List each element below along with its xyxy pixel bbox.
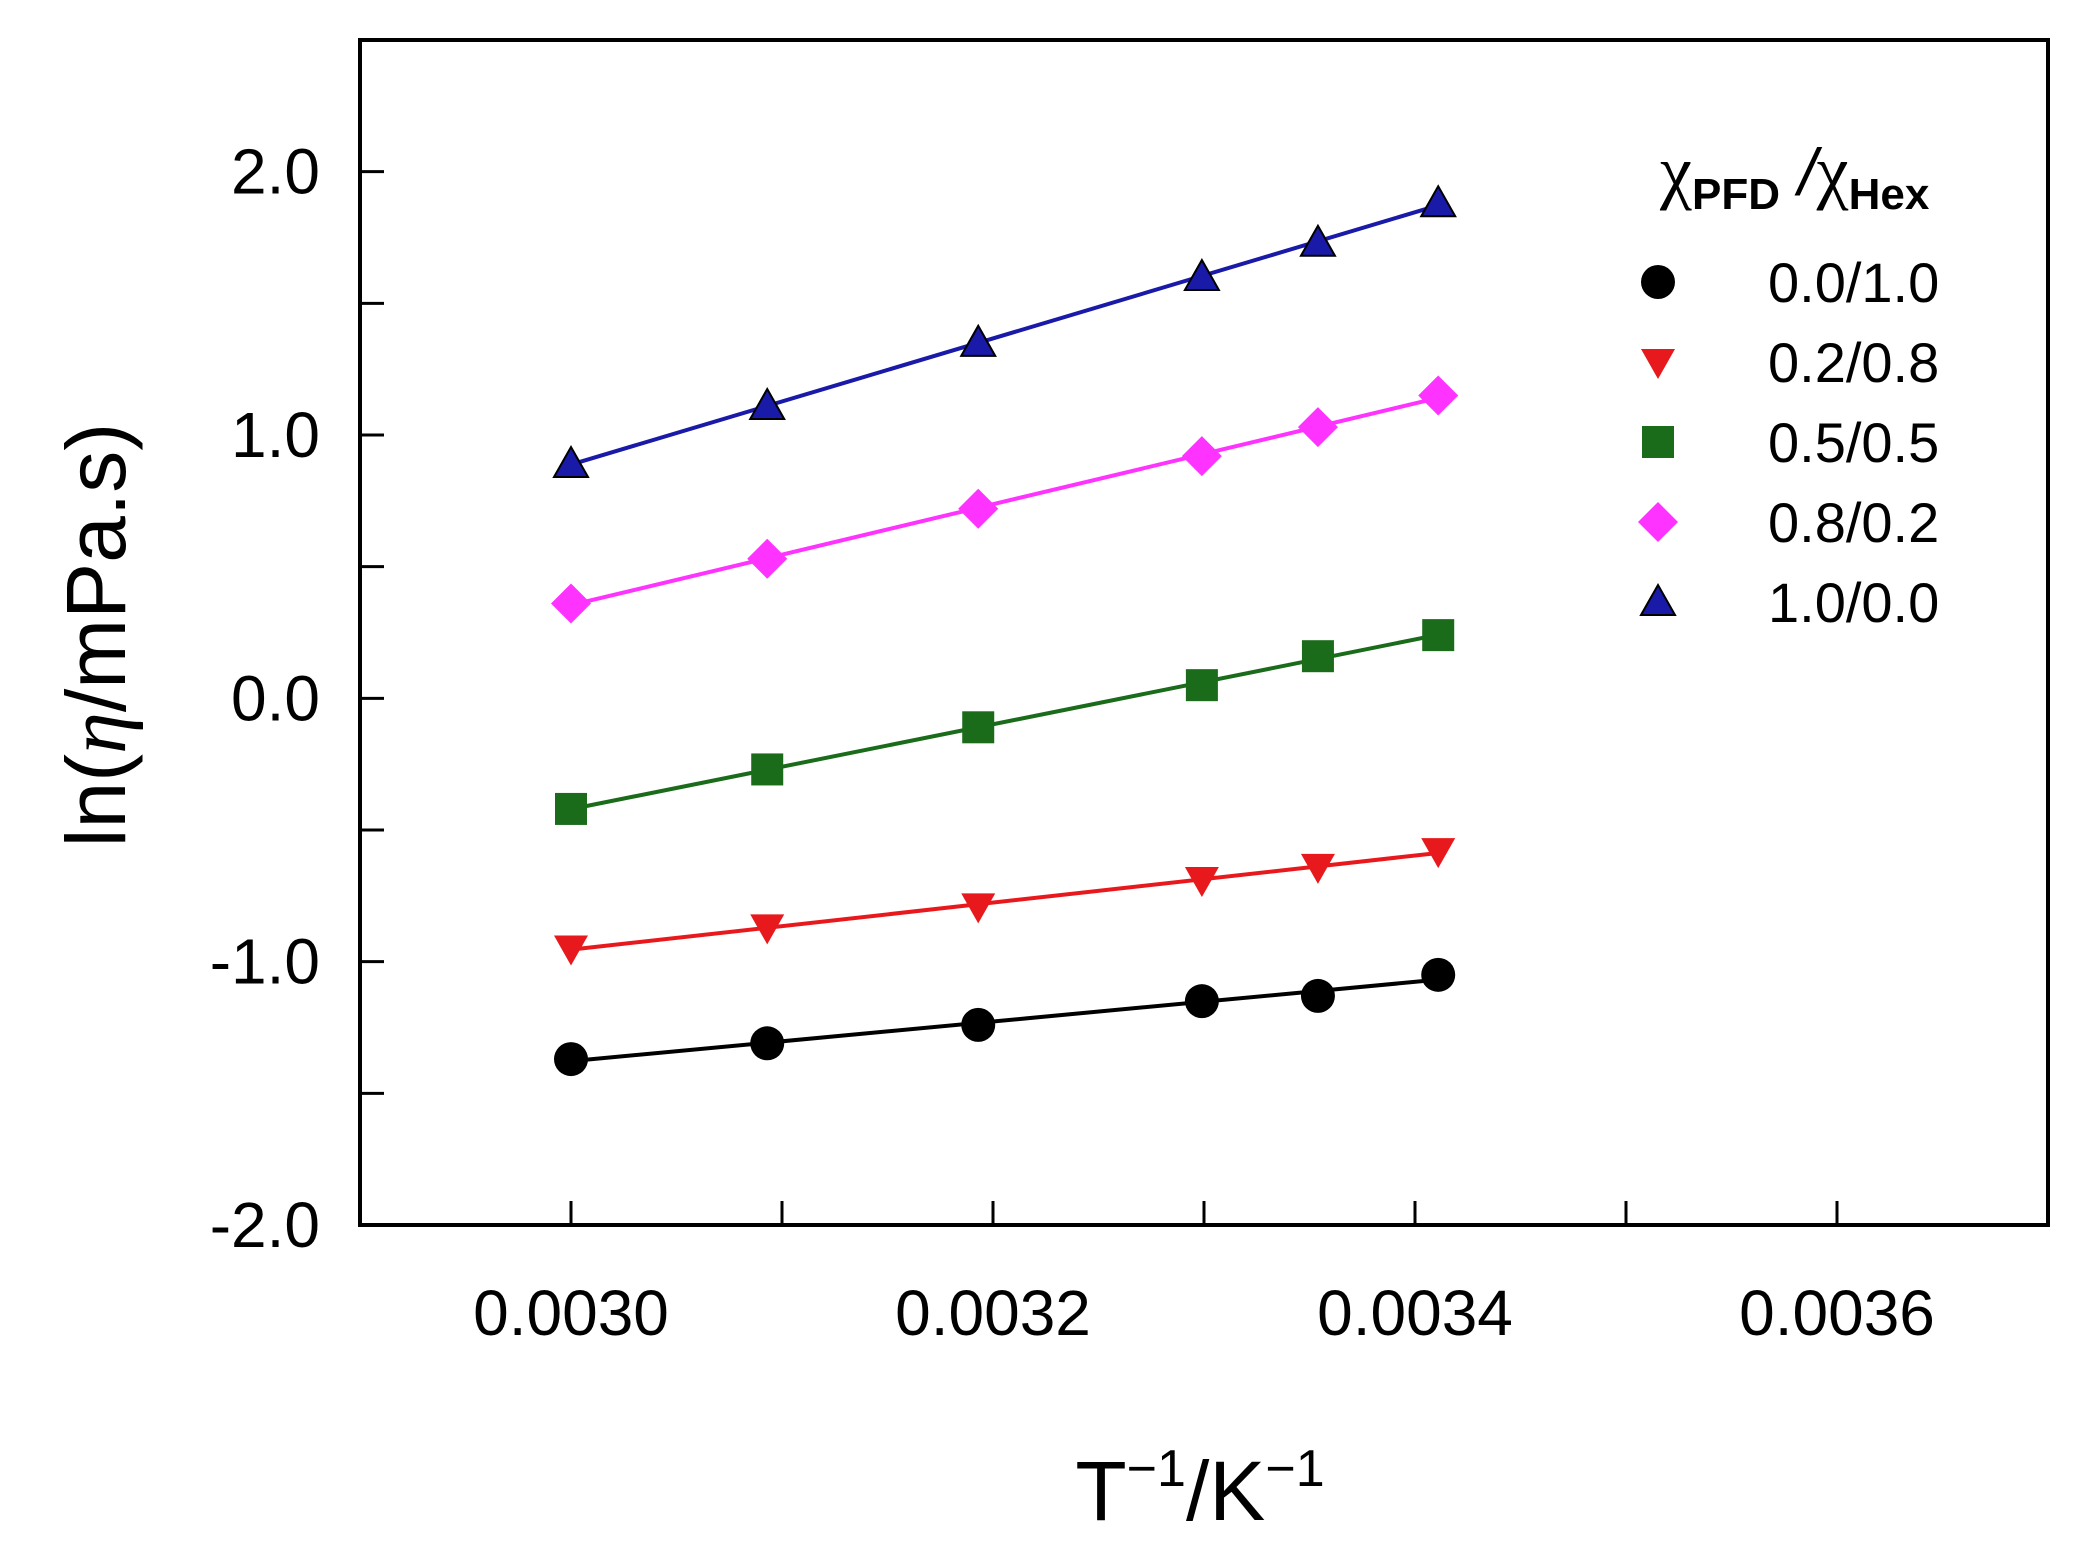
legend-marker-0.5-0.5 — [1642, 426, 1674, 458]
data-point-0.0-1.0 — [961, 1007, 996, 1042]
fit-line-0.0-1.0 — [570, 977, 1439, 1064]
data-point-1.0-0.0 — [959, 323, 997, 357]
y-axis-title-symbol: η — [51, 712, 144, 754]
data-point-1.0-0.0 — [1299, 223, 1337, 257]
y-tick-label: 0.0 — [231, 662, 320, 734]
fit-line-0.5-0.5 — [570, 632, 1439, 812]
data-point-0.8-0.2 — [1297, 407, 1338, 448]
fit-line-1.0-0.0 — [570, 203, 1439, 467]
legend-title: χPFD /χHex — [1659, 131, 1930, 219]
legend-title-sub-pfd: PFD — [1692, 170, 1780, 219]
legend-marker-0.2-0.8 — [1641, 349, 1675, 379]
data-point-0.8-0.2 — [1181, 436, 1222, 477]
y-tick-label: 1.0 — [231, 399, 320, 471]
fit-line-0.2-0.8 — [570, 850, 1439, 952]
data-point-0.5-0.5 — [555, 792, 587, 825]
y-axis-title-suffix: /mPa.s) — [49, 423, 143, 712]
x-tick-label: 0.0034 — [1317, 1277, 1513, 1349]
legend-marker-0.8-0.2 — [1638, 502, 1678, 542]
legend-label: 1.0/0.0 — [1768, 571, 1939, 634]
legend-title-sub-hex: Hex — [1849, 170, 1930, 219]
y-tick-label: 2.0 — [231, 136, 320, 208]
fit-lines — [570, 203, 1439, 1064]
data-point-1.0-0.0 — [748, 387, 786, 421]
data-point-0.5-0.5 — [1301, 640, 1334, 673]
legend-label: 0.8/0.2 — [1768, 491, 1939, 554]
x-axis-title-base: T — [1075, 1444, 1126, 1538]
data-point-0.0-1.0 — [1184, 984, 1219, 1019]
data-point-0.0-1.0 — [554, 1042, 588, 1077]
x-axis-title-unit: /K — [1186, 1444, 1265, 1538]
x-tick-label: 0.0030 — [473, 1277, 669, 1349]
legend-label: 0.0/1.0 — [1768, 251, 1939, 314]
data-point-0.2-0.8 — [554, 935, 588, 966]
data-point-0.5-0.5 — [962, 711, 995, 744]
legend-title-chi-pfd: χ — [1659, 131, 1692, 211]
legend-marker-0.0-1.0 — [1641, 265, 1675, 299]
data-point-0.2-0.8 — [1184, 867, 1219, 898]
data-point-0.2-0.8 — [1421, 838, 1456, 869]
x-axis-title-unit-exponent: −1 — [1265, 1440, 1324, 1498]
legend-label: 0.5/0.5 — [1768, 411, 1939, 474]
y-tick-label: -1.0 — [210, 926, 320, 998]
data-point-1.0-0.0 — [552, 444, 590, 478]
data-point-0.8-0.2 — [551, 583, 591, 624]
data-point-1.0-0.0 — [1419, 184, 1457, 218]
x-axis-title-base-exponent: −1 — [1127, 1440, 1186, 1498]
data-point-0.2-0.8 — [750, 914, 785, 945]
data-point-0.0-1.0 — [1300, 978, 1335, 1013]
legend-title-chi-hex: χ — [1816, 131, 1849, 211]
y-tick-label: -2.0 — [210, 1189, 320, 1261]
data-point-0.8-0.2 — [958, 488, 999, 529]
y-axis-title-prefix: ln( — [49, 754, 143, 847]
data-point-0.5-0.5 — [751, 753, 784, 786]
axis-ticks: 0.0030 0.0032 0.0034 0.0036 -2.0 -1.0 0.0 1.0 2.… — [210, 136, 1935, 1349]
legend-marker-1.0-0.0 — [1639, 582, 1677, 616]
data-markers — [551, 184, 1459, 1077]
x-tick-label: 0.0036 — [1739, 1277, 1935, 1349]
data-point-0.5-0.5 — [1185, 669, 1218, 702]
data-point-0.2-0.8 — [1300, 853, 1335, 884]
y-axis-title: ln(η/mPa.s) — [49, 423, 144, 847]
data-point-0.2-0.8 — [961, 893, 996, 924]
fit-line-0.8-0.2 — [570, 395, 1439, 608]
data-point-0.0-1.0 — [750, 1026, 785, 1061]
legend-entries: 0.0/1.0 0.2/0.8 0.5/0.5 0.8/0.2 1.0/0.0 — [1638, 251, 1939, 634]
data-point-0.5-0.5 — [1422, 619, 1455, 652]
legend-label: 0.2/0.8 — [1768, 331, 1939, 394]
x-tick-label: 0.0032 — [895, 1277, 1091, 1349]
data-point-0.0-1.0 — [1421, 957, 1456, 992]
legend-title-slash: / — [1780, 135, 1823, 209]
data-point-1.0-0.0 — [1183, 257, 1221, 291]
legend: χPFD /χHex 0.0/1.00.2/0.80.5/0.50.8/0.21… — [1638, 131, 1939, 634]
data-point-0.8-0.2 — [747, 538, 788, 579]
x-axis-title: T−1/K−1 — [1075, 1440, 1324, 1538]
data-point-0.8-0.2 — [1418, 375, 1459, 416]
